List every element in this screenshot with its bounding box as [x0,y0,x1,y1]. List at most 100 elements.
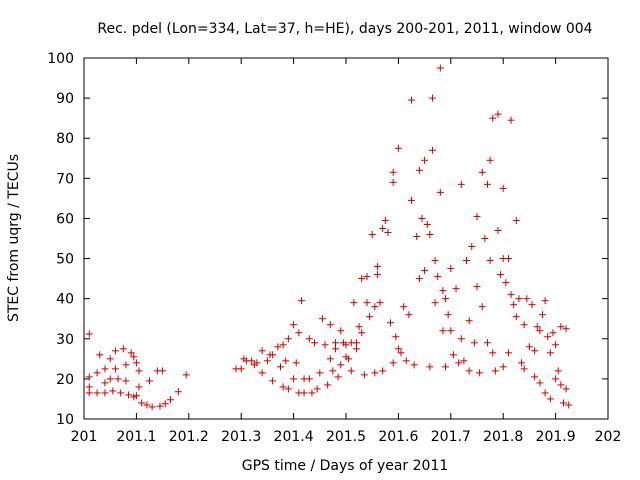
data-point [258,369,266,377]
y-tick-label: 80 [56,131,74,147]
data-point [117,389,125,397]
data-point [562,325,570,333]
data-point [468,243,476,251]
y-tick-label: 60 [56,211,74,227]
x-axis-label: GPS time / Days of year 2011 [242,458,449,474]
data-point [515,295,523,303]
data-point [421,267,429,275]
data-point [106,375,114,383]
x-tick-label: 201.3 [221,429,261,445]
data-point [428,146,436,154]
data-point [284,335,292,343]
data-point [156,402,164,410]
data-point [439,327,447,335]
data-point [418,214,426,222]
data-points [85,64,573,411]
data-point [342,341,350,349]
data-point [379,367,387,375]
data-point [355,323,363,331]
data-point [282,357,290,365]
data-point [439,287,447,295]
data-point [549,329,557,337]
data-point [489,349,497,357]
tick-labels: 201 201.1 201.2 201.3 201.4 201.5 201.6 201.7 20… [47,51,621,445]
data-point [248,357,256,365]
data-point [507,291,515,299]
data-point [449,351,457,359]
data-point [557,381,565,389]
y-tick-label: 70 [56,171,74,187]
data-point [85,383,93,391]
data-point [290,321,298,329]
data-point [263,357,271,365]
data-point [148,403,156,411]
data-point [426,230,434,238]
data-point [125,391,133,399]
data-point [311,339,319,347]
data-point [109,387,117,395]
data-point [347,367,355,375]
data-point [332,345,340,353]
data-point [237,365,245,373]
data-point [447,265,455,273]
data-point [544,333,552,341]
data-point [528,301,536,309]
data-point [318,315,326,323]
data-point [494,110,502,118]
data-point [132,359,140,367]
data-point [421,156,429,164]
data-point [96,351,104,359]
data-point [483,180,491,188]
data-point [478,303,486,311]
data-point [337,327,345,335]
data-point [507,116,515,124]
data-point [431,257,439,265]
data-point [146,377,153,385]
data-point [135,367,143,375]
axis-ticks [83,57,609,420]
data-point [392,333,400,341]
data-point [400,303,408,311]
x-tick-label: 201.5 [326,429,366,445]
data-point [428,94,436,102]
data-point [313,385,321,393]
data-point [326,321,334,329]
data-point [132,392,140,400]
data-point [122,361,130,369]
y-tick-label: 20 [56,372,74,388]
data-point [101,389,109,397]
data-point [279,341,287,349]
data-point [122,377,130,385]
data-point [405,311,413,319]
data-point [345,355,353,363]
data-point [387,319,395,327]
data-point [274,343,282,351]
data-point [290,375,298,383]
data-point [135,383,143,391]
y-tick-label: 90 [56,91,74,107]
data-point [360,371,368,379]
data-point [473,212,481,220]
data-point [408,96,415,104]
data-point [363,299,371,307]
data-point [111,347,119,355]
data-point [305,375,313,383]
data-point [523,295,531,303]
data-point [111,365,119,373]
data-point [352,339,360,347]
data-point [119,345,127,353]
data-point [394,144,402,152]
data-point [531,373,539,381]
data-point [463,257,471,265]
data-point [389,168,397,176]
data-point [85,330,93,338]
data-point [402,357,410,365]
data-point [269,351,277,359]
data-point [533,323,541,331]
data-point [499,184,507,192]
x-tick-label: 201.4 [274,429,314,445]
data-point [478,168,486,176]
data-point [486,257,494,265]
data-point [520,365,528,373]
